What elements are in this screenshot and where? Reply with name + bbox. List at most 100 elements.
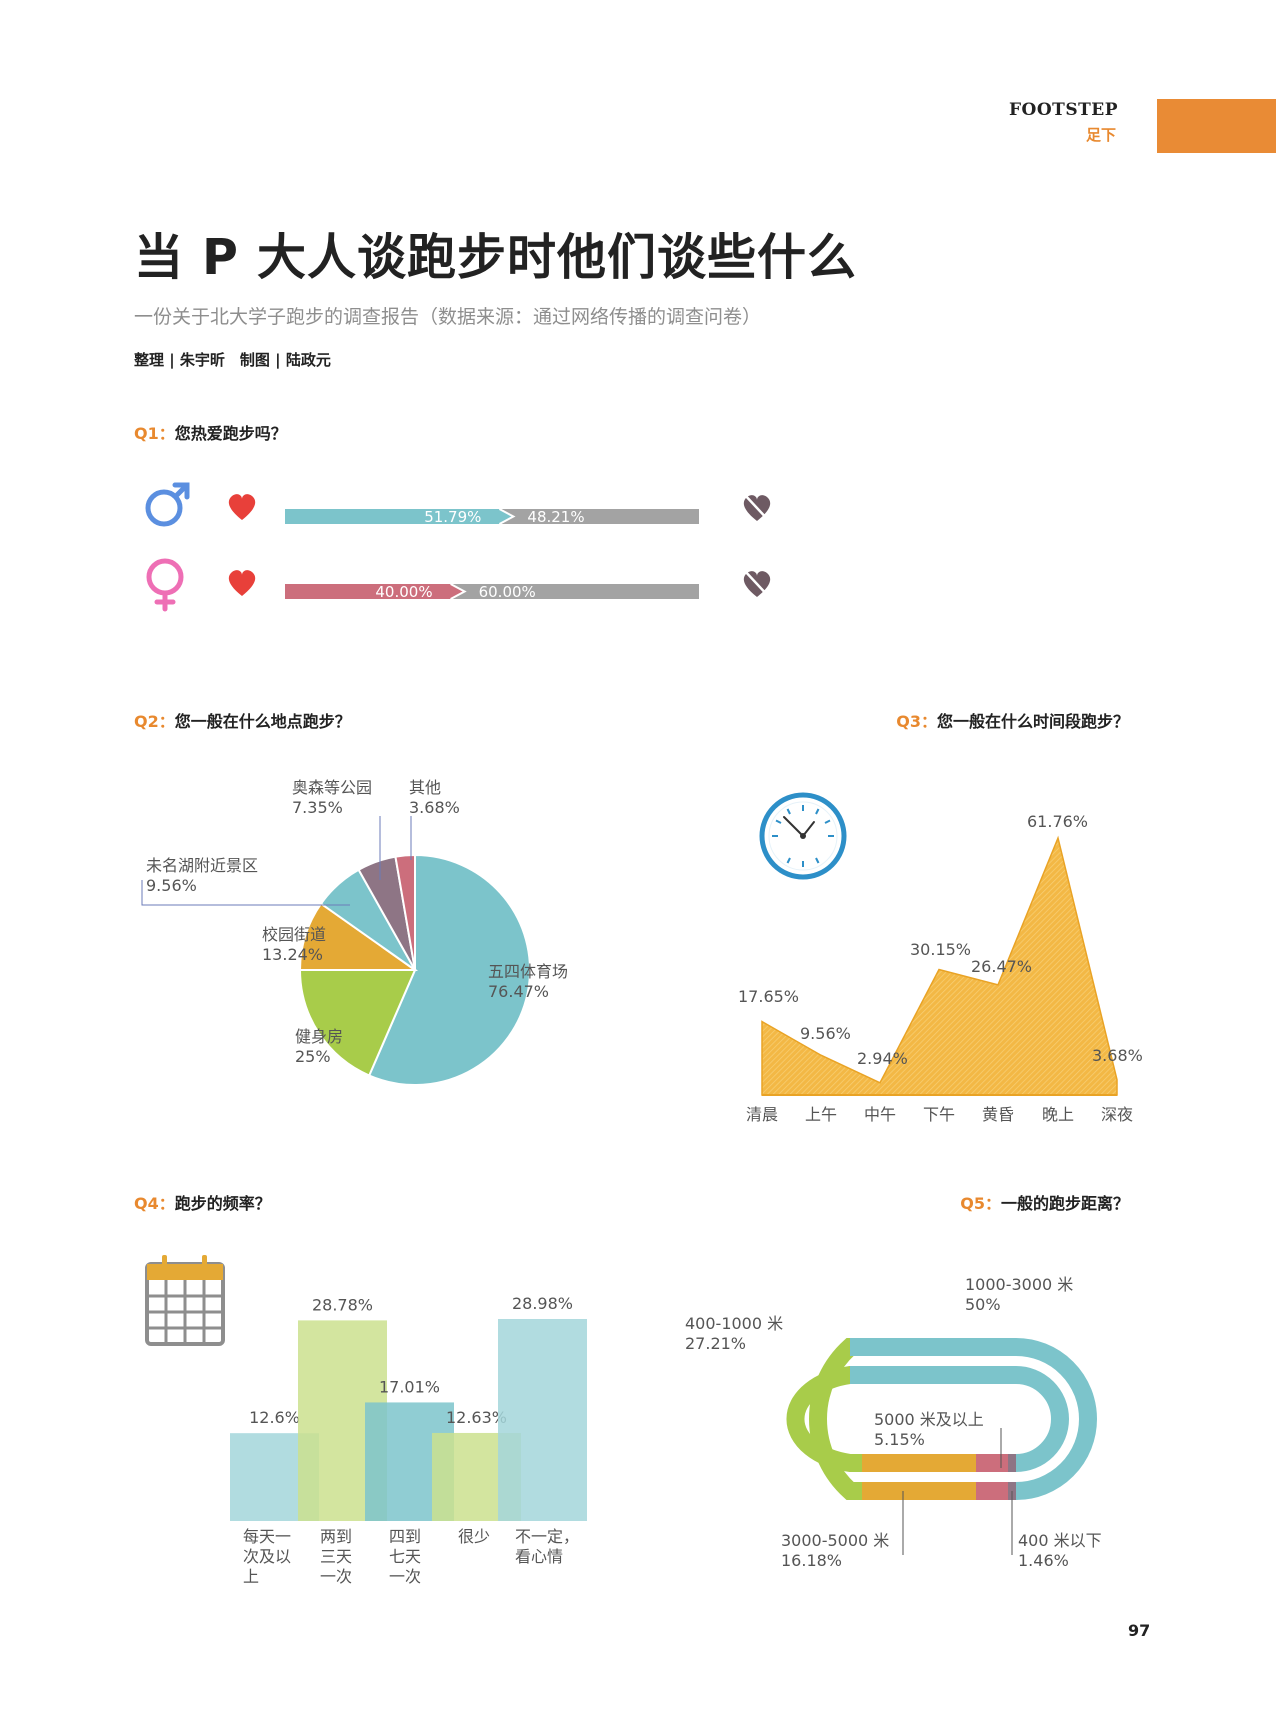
q5-number: Q5： [960,1194,1001,1213]
q4-bar-2 [365,1402,454,1521]
q4-bar-1 [298,1320,387,1521]
q2-label-park-name: 奥森等公园 [292,778,373,797]
q5-label-under400: 400 米以下 1.46% [1018,1531,1102,1571]
q4-bar-3 [432,1432,521,1521]
q2-label-gym-name: 健身房 [295,1027,344,1046]
q4-x-tick-0-1: 次及以 [243,1547,291,1566]
q4-x-tick-4-0: 不一定， [515,1527,579,1546]
q2-label-street-name: 校园街道 [262,925,327,944]
q3-data-label-6: 3.68% [1092,1046,1143,1065]
q2-heading: Q2：您一般在什么地点跑步？ [134,708,351,732]
q5-label-under400-pct: 1.46% [1018,1551,1069,1570]
q5-label-1000-3000: 1000-3000 米 50% [965,1275,1073,1315]
q2-label-lake: 未名湖附近景区 9.56% [146,856,258,896]
q5-heading: Q5：一般的跑步距离？ [960,1190,1129,1214]
q2-slice-4 [357,855,416,971]
section-label-en: FOOTSTEP [1008,100,1118,120]
q2-label-stadium-name: 五四体育场 [488,962,569,981]
q4-x-tick-2-2: 一次 [389,1567,421,1586]
q1-heading: Q1：您热爱跑步吗？ [134,420,287,444]
q2-label-other-pct: 3.68% [409,798,460,817]
q4-x-tick-3-0: 很少 [458,1527,490,1546]
q2-slice-5 [394,853,416,971]
q5-label-5000plus: 5000 米及以上 5.15% [874,1410,984,1450]
q5-label-under400-name: 400 米以下 [1018,1531,1102,1550]
q5-label-1000-3000-name: 1000-3000 米 [965,1275,1074,1294]
q2-label-street: 校园街道 13.24% [262,925,326,965]
q2-label-lake-pct: 9.56% [146,876,197,895]
q4-x-tick-0-0: 每天一 [243,1527,291,1546]
q1-bar-divider-male [498,508,516,525]
q4-x-tick-2-0: 四到 [389,1527,421,1546]
q2-label-park: 奥森等公园 7.35% [292,778,372,818]
q3-x-tick-1: 上午 [805,1105,837,1124]
q3-x-tick-0: 清晨 [746,1105,778,1124]
q5-label-3000-5000: 3000-5000 米 16.18% [781,1531,889,1571]
page-number: 97 [1128,1621,1151,1640]
q4-data-label-4: 28.98% [512,1294,573,1313]
q3-data-label-3: 30.15% [910,940,971,959]
q4-x-tick-1-1: 三天 [320,1547,352,1566]
q2-label-stadium: 五四体育场 76.47% [488,962,568,1002]
q5-label-3000-5000-name: 3000-5000 米 [781,1531,890,1550]
q2-label-lake-name: 未名湖附近景区 [146,856,259,875]
section-accent-bar [1157,99,1276,153]
q1-label-yes-female: 40.00% [375,583,432,601]
q4-x-tick-4-1: 看心情 [515,1547,563,1566]
q5-label-400-1000-name: 400-1000 米 [685,1314,784,1333]
q3-data-label-1: 9.56% [800,1024,851,1043]
q3-data-label-0: 17.65% [738,987,799,1006]
q5-label-1000-3000-pct: 50% [965,1295,1001,1314]
q3-text: 您一般在什么时间段跑步？ [936,712,1129,731]
q5-label-5000plus-pct: 5.15% [874,1430,925,1449]
q4-heading: Q4：跑步的频率？ [134,1190,271,1214]
q4-x-tick-0-2: 上 [243,1567,259,1586]
q2-label-park-pct: 7.35% [292,798,343,817]
q5-label-400-1000-pct: 27.21% [685,1334,747,1353]
q3-data-label-2: 2.94% [857,1049,908,1068]
q3-x-tick-2: 中午 [864,1105,896,1124]
q3-x-tick-4: 黄昏 [982,1105,1014,1124]
q3-data-label-4: 26.47% [971,957,1032,976]
q4-data-label-1: 28.78% [312,1295,373,1314]
q3-x-tick-5: 晚上 [1042,1105,1074,1124]
q3-area [761,835,1118,1096]
q4-data-label-2: 17.01% [379,1377,440,1396]
q1-bar-no-female [285,584,699,599]
article-subtitle: 一份关于北大学子跑步的调查报告（数据来源：通过网络传播的调查问卷） [134,306,762,328]
q5-label-5000plus-name: 5000 米及以上 [874,1410,984,1429]
q4-x-tick-2-1: 七天 [389,1547,421,1566]
q2-slice-3 [319,868,416,971]
q5-label-3000-5000-pct: 16.18% [781,1551,843,1570]
article-title: 当 P 大人谈跑步时他们谈些什么 [134,229,858,286]
q1-label-no-male: 48.21% [527,508,584,526]
q2-number: Q2： [134,712,175,731]
q1-text: 您热爱跑步吗？ [174,424,287,443]
q4-data-label-3: 12.63% [446,1408,507,1427]
q3-x-tick-3: 下午 [923,1105,955,1124]
q1-bar-divider-female [450,583,467,600]
q1-label-no-female: 60.00% [479,583,536,601]
q5-text: 一般的跑步距离？ [1000,1194,1129,1213]
q3-heading: Q3：您一般在什么时间段跑步？ [896,708,1129,732]
q5-label-400-1000: 400-1000 米 27.21% [685,1314,783,1354]
q4-data-label-0: 12.6% [249,1408,300,1427]
article-credits: 整理 | 朱宇昕 制图 | 陆政元 [134,351,331,369]
q2-label-stadium-pct: 76.47% [488,982,550,1001]
q2-label-other: 其他 3.68% [409,778,460,818]
q1-bar-yes-female [285,584,465,599]
q4-bar-0 [230,1433,319,1521]
section-label-cn: 足下 [1085,126,1116,144]
q3-number: Q3： [896,712,937,731]
q4-text: 跑步的频率？ [174,1194,271,1213]
q2-label-street-pct: 13.24% [262,945,324,964]
q2-label-gym-pct: 25% [295,1047,331,1066]
q2-text: 您一般在什么地点跑步？ [174,712,351,731]
q4-number: Q4： [134,1194,175,1213]
q2-label-other-name: 其他 [409,778,442,797]
q1-bar-yes-male [285,509,514,524]
q4-x-tick-1-2: 一次 [320,1567,352,1586]
q3-data-label-5: 61.76% [1027,812,1088,831]
q4-x-tick-1-0: 两到 [320,1527,352,1546]
q1-label-yes-male: 51.79% [424,508,481,526]
